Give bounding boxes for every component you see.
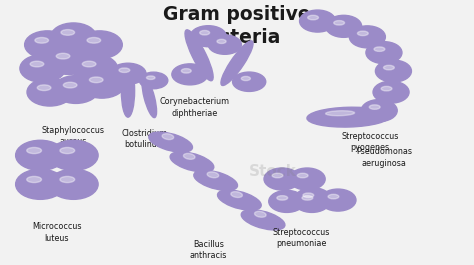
Ellipse shape — [218, 190, 261, 210]
Ellipse shape — [87, 37, 100, 43]
Ellipse shape — [27, 176, 42, 183]
Ellipse shape — [297, 173, 308, 178]
Ellipse shape — [366, 42, 402, 64]
Ellipse shape — [221, 41, 253, 86]
Ellipse shape — [269, 190, 305, 213]
Text: Bacillus
anthracis: Bacillus anthracis — [190, 240, 227, 260]
Ellipse shape — [162, 134, 173, 140]
Ellipse shape — [119, 68, 130, 72]
Ellipse shape — [183, 153, 195, 159]
Ellipse shape — [194, 170, 237, 191]
Ellipse shape — [308, 15, 319, 20]
Ellipse shape — [121, 64, 135, 117]
Ellipse shape — [277, 196, 288, 200]
Ellipse shape — [303, 193, 314, 197]
Ellipse shape — [20, 55, 65, 82]
Ellipse shape — [207, 172, 219, 178]
Text: Streptococcus
pneumoniae: Streptococcus pneumoniae — [272, 228, 330, 248]
Ellipse shape — [16, 169, 65, 199]
Ellipse shape — [289, 168, 325, 190]
Text: Clostridium
botulinum: Clostridium botulinum — [121, 129, 168, 149]
Ellipse shape — [255, 211, 266, 217]
Ellipse shape — [375, 60, 411, 82]
Ellipse shape — [349, 26, 385, 48]
Ellipse shape — [190, 26, 226, 47]
Ellipse shape — [264, 168, 300, 190]
Ellipse shape — [37, 85, 51, 91]
Ellipse shape — [208, 35, 241, 54]
Ellipse shape — [27, 78, 73, 106]
Ellipse shape — [77, 31, 122, 59]
Ellipse shape — [61, 30, 74, 35]
Ellipse shape — [307, 107, 390, 127]
Ellipse shape — [110, 63, 146, 84]
Ellipse shape — [326, 15, 362, 37]
Ellipse shape — [64, 82, 77, 88]
Ellipse shape — [374, 47, 385, 51]
Ellipse shape — [142, 77, 156, 118]
Ellipse shape — [79, 70, 125, 98]
Ellipse shape — [328, 194, 339, 199]
Ellipse shape — [30, 61, 44, 67]
Ellipse shape — [295, 188, 331, 210]
Ellipse shape — [60, 147, 75, 154]
Ellipse shape — [49, 140, 98, 170]
Text: Stock: Stock — [248, 164, 297, 179]
Text: Corynebacterium
diphtheriae: Corynebacterium diphtheriae — [159, 98, 229, 117]
Ellipse shape — [25, 31, 70, 59]
Text: Gram positive
bacteria: Gram positive bacteria — [163, 5, 311, 47]
Ellipse shape — [200, 30, 210, 35]
Ellipse shape — [170, 152, 214, 172]
Ellipse shape — [231, 192, 242, 197]
Ellipse shape — [241, 76, 250, 81]
Ellipse shape — [381, 86, 392, 91]
Ellipse shape — [82, 61, 96, 67]
Ellipse shape — [383, 65, 394, 70]
Ellipse shape — [139, 72, 168, 89]
Ellipse shape — [326, 111, 355, 116]
Ellipse shape — [302, 196, 313, 200]
Ellipse shape — [369, 105, 380, 109]
Ellipse shape — [49, 169, 98, 199]
Ellipse shape — [300, 10, 336, 32]
Ellipse shape — [272, 173, 283, 178]
Ellipse shape — [185, 30, 213, 81]
Ellipse shape — [357, 31, 368, 36]
Ellipse shape — [51, 23, 96, 51]
Ellipse shape — [241, 210, 285, 230]
Text: Micrococcus
luteus: Micrococcus luteus — [32, 222, 82, 242]
Ellipse shape — [60, 176, 75, 183]
Ellipse shape — [46, 47, 91, 74]
Ellipse shape — [27, 147, 42, 154]
Ellipse shape — [146, 76, 155, 80]
Text: Staphylococcus
aureus: Staphylococcus aureus — [42, 126, 105, 147]
Ellipse shape — [53, 76, 99, 103]
Ellipse shape — [16, 140, 65, 170]
Ellipse shape — [294, 190, 330, 213]
Ellipse shape — [182, 69, 191, 73]
Ellipse shape — [90, 77, 103, 83]
Ellipse shape — [361, 100, 397, 122]
Ellipse shape — [149, 132, 192, 152]
Text: Pseudomonas
aeruginosa: Pseudomonas aeruginosa — [356, 147, 412, 167]
Ellipse shape — [72, 55, 118, 82]
Text: Streptococcus
pyogenes: Streptococcus pyogenes — [341, 132, 399, 152]
Ellipse shape — [172, 64, 208, 85]
Ellipse shape — [35, 37, 48, 43]
Ellipse shape — [320, 189, 356, 211]
Ellipse shape — [334, 21, 345, 25]
Ellipse shape — [217, 39, 226, 43]
Ellipse shape — [373, 81, 409, 103]
Ellipse shape — [233, 72, 266, 91]
Ellipse shape — [56, 53, 70, 59]
